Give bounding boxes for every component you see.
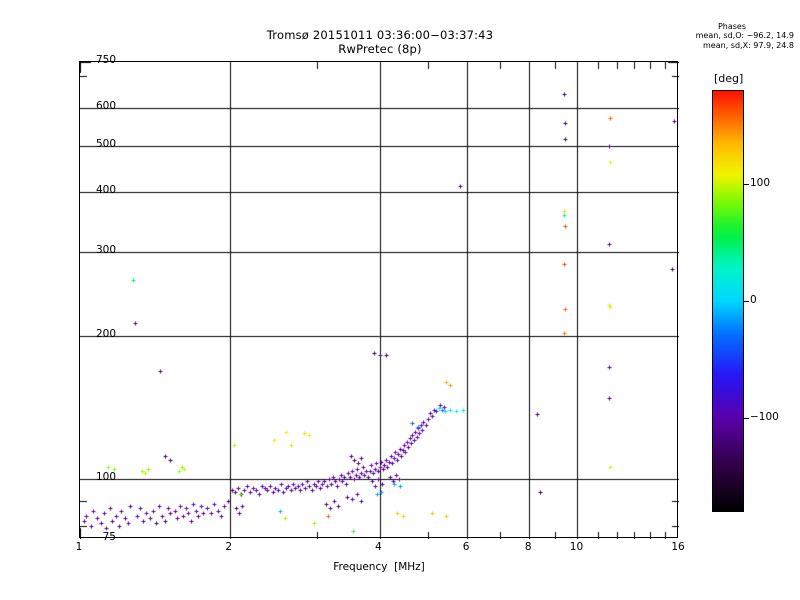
x-axis-tick-label: 16 — [671, 541, 685, 553]
y-axis-tick-label: 600 — [95, 100, 116, 113]
phase-stats-x-mode: mean, sd,X: 97.9, 24.8 — [703, 40, 794, 50]
phase-stats-heading: Phases — [717, 22, 746, 31]
phase-stats-o-mode: mean, sd,O: −96.2, 14.9 — [695, 31, 794, 41]
y-axis-tick-label: 400 — [95, 184, 116, 197]
x-axis-tick-label: 10 — [569, 541, 584, 553]
colorbar-unit-label: [deg] — [714, 72, 744, 85]
colorbar-tick-mark — [744, 418, 749, 420]
x-axis-tick-label: 1 — [75, 541, 83, 553]
plot-title-line2: RwPretec (8p) — [338, 42, 422, 56]
y-axis-tick-label: 100 — [95, 471, 116, 484]
x-axis-tick-label: 8 — [524, 541, 532, 553]
plot-area — [79, 61, 679, 539]
y-axis-tick-label: 500 — [95, 137, 116, 150]
y-axis-tick-label: 75 — [102, 531, 116, 543]
phase-stats-box: Phases mean, sd,O: −96.2, 14.9 mean, sd,… — [696, 22, 794, 50]
scatter-canvas — [80, 62, 679, 539]
x-axis-tick-label: 6 — [462, 541, 470, 553]
y-axis-tick-label: 300 — [95, 243, 116, 256]
colorbar-tick-mark — [744, 301, 749, 302]
plot-title-line1: Tromsø 20151011 03:36:00−03:37:43 — [266, 28, 494, 42]
colorbar — [712, 90, 744, 512]
x-axis-title: Frequency [MHz] — [333, 561, 425, 573]
y-axis-tick-label: 200 — [95, 327, 116, 340]
colorbar-tick-label: −100 — [750, 411, 779, 424]
y-axis-tick-label: 750 — [95, 54, 116, 66]
colorbar-tick-label: 100 — [750, 176, 771, 189]
x-axis-tick-label: 4 — [375, 541, 382, 553]
colorbar-tick-mark — [744, 183, 749, 185]
x-axis-tick-label: 2 — [225, 541, 233, 553]
colorbar-tick-label: 0 — [750, 294, 757, 306]
